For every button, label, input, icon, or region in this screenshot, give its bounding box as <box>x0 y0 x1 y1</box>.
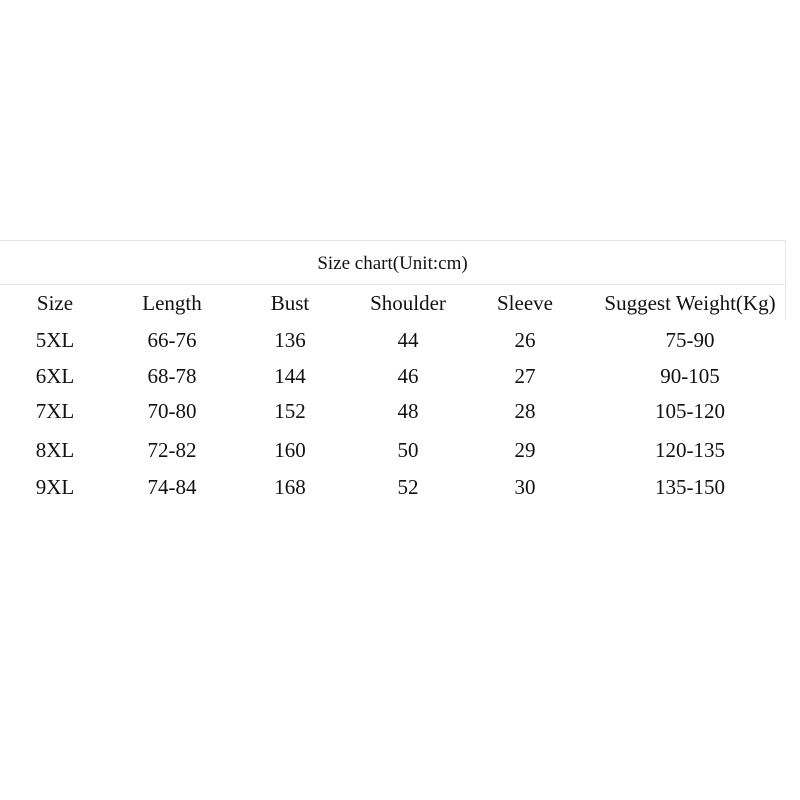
header-length: Length <box>142 291 202 315</box>
cell-shoulder: 46 <box>397 364 419 388</box>
cell-weight: 120-135 <box>655 438 725 462</box>
header-row: Size Length Bust Shoulder Sleeve Suggest… <box>0 288 800 318</box>
cell-sleeve: 26 <box>514 328 536 352</box>
header-size: Size <box>36 291 74 315</box>
cell-shoulder: 48 <box>397 399 419 423</box>
table-title: Size chart(Unit:cm) <box>317 253 468 274</box>
cell-size: 9XL <box>35 475 75 499</box>
cell-length: 72-82 <box>147 438 197 462</box>
table-row: 8XL 72-82 160 50 29 120-135 <box>0 435 800 465</box>
cell-shoulder: 44 <box>397 328 419 352</box>
cell-bust: 144 <box>274 364 306 388</box>
cell-size: 6XL <box>35 364 75 388</box>
cell-shoulder: 50 <box>397 438 419 462</box>
cell-bust: 160 <box>274 438 306 462</box>
table-top-border <box>0 240 786 241</box>
header-sleeve: Sleeve <box>497 291 553 315</box>
cell-sleeve: 29 <box>514 438 536 462</box>
cell-weight: 135-150 <box>655 475 725 499</box>
cell-bust: 136 <box>274 328 306 352</box>
cell-sleeve: 27 <box>514 364 536 388</box>
table-row: 9XL 74-84 168 52 30 135-150 <box>0 472 800 502</box>
cell-bust: 168 <box>274 475 306 499</box>
cell-weight: 90-105 <box>660 364 720 388</box>
cell-length: 70-80 <box>147 399 197 423</box>
table-row: 7XL 70-80 152 48 28 105-120 <box>0 396 800 426</box>
table-row: 5XL 66-76 136 44 26 75-90 <box>0 325 800 355</box>
cell-sleeve: 30 <box>514 475 536 499</box>
cell-size: 8XL <box>35 438 75 462</box>
header-shoulder: Shoulder <box>370 291 446 315</box>
cell-length: 74-84 <box>147 475 197 499</box>
cell-shoulder: 52 <box>397 475 419 499</box>
table-right-border <box>785 240 786 320</box>
cell-size: 7XL <box>35 399 75 423</box>
cell-length: 66-76 <box>147 328 197 352</box>
header-weight: Suggest Weight(Kg) <box>604 291 776 315</box>
cell-length: 68-78 <box>147 364 197 388</box>
title-divider <box>0 284 786 285</box>
cell-weight: 105-120 <box>655 399 725 423</box>
cell-bust: 152 <box>274 399 306 423</box>
table-row: 6XL 68-78 144 46 27 90-105 <box>0 361 800 391</box>
cell-weight: 75-90 <box>665 328 715 352</box>
cell-sleeve: 28 <box>514 399 536 423</box>
cell-size: 5XL <box>35 328 75 352</box>
header-bust: Bust <box>270 291 310 315</box>
